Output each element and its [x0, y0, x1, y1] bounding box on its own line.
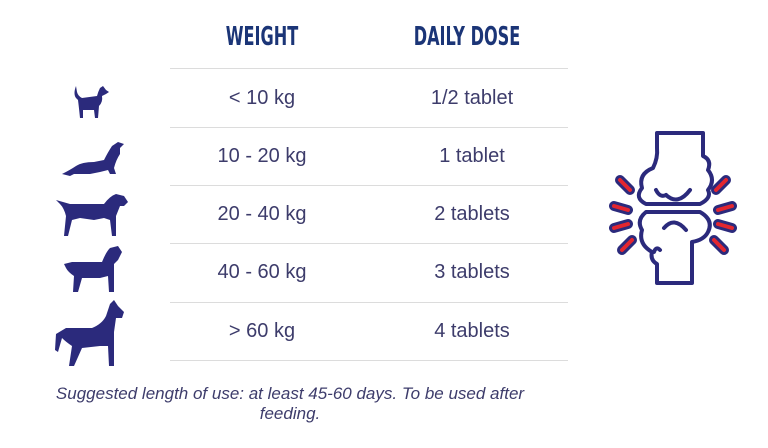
weight-cell: 40 - 60 kg — [217, 261, 307, 283]
rottweiler-icon — [64, 246, 122, 292]
joint-pain-icon — [609, 131, 737, 285]
divider — [170, 360, 568, 361]
divider — [170, 243, 568, 244]
weight-cell: < 10 kg — [228, 87, 296, 109]
dose-cell: 1 tablet — [439, 145, 505, 167]
pointer-dog-icon — [56, 194, 128, 236]
divider — [170, 185, 568, 186]
small-dog-icon — [74, 86, 109, 118]
dose-cell: 3 tablets — [434, 261, 510, 283]
dachshund-icon — [62, 142, 124, 176]
divider — [170, 68, 568, 69]
dose-cell: 2 tablets — [434, 203, 510, 225]
weight-cell: 20 - 40 kg — [217, 203, 307, 225]
dose-header: DAILY DOSE — [413, 22, 521, 52]
weight-cell: 10 - 20 kg — [217, 145, 307, 167]
dose-cell: 4 tablets — [434, 320, 510, 342]
divider — [170, 302, 568, 303]
usage-note: Suggested length of use: at least 45-60 … — [55, 384, 525, 423]
dose-cell: 1/2 tablet — [430, 87, 514, 109]
divider — [170, 127, 568, 128]
weight-header: WEIGHT — [225, 22, 299, 52]
weight-cell: > 60 kg — [228, 320, 296, 342]
great-dane-icon — [55, 300, 124, 366]
